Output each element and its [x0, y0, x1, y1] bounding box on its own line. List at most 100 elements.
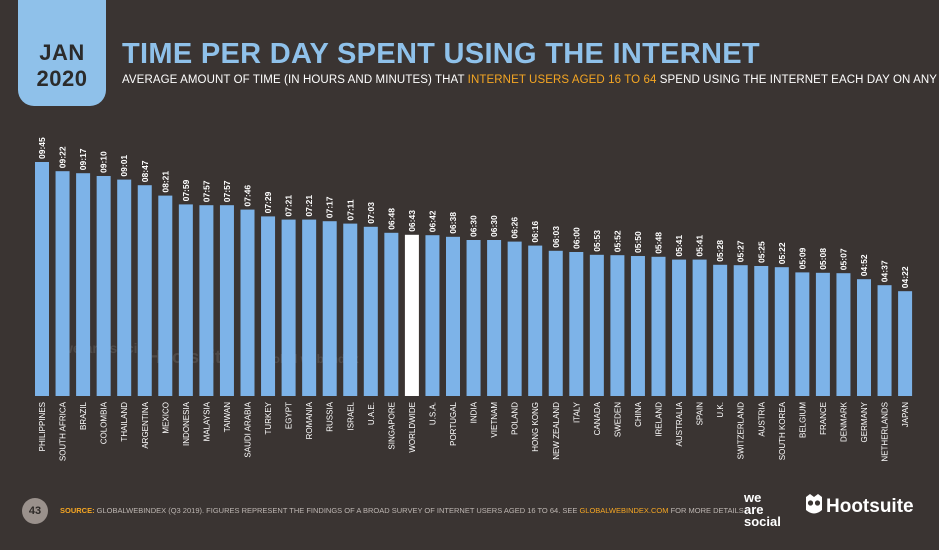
- value-label: 07:57: [222, 180, 232, 202]
- category-label: INDONESIA: [182, 401, 191, 446]
- category-label: BELGIUM: [798, 402, 807, 438]
- bar-israel: [343, 223, 358, 396]
- bar-singapore: [384, 232, 399, 396]
- value-label: 07:57: [201, 180, 211, 202]
- bar-france: [815, 272, 830, 396]
- date-badge: JAN 2020: [18, 0, 106, 106]
- value-label: 08:21: [160, 171, 170, 193]
- value-label: 06:16: [530, 221, 540, 243]
- category-label: ISRAEL: [346, 401, 355, 430]
- value-label: 06:48: [386, 208, 396, 230]
- category-label: WORLDWIDE: [408, 402, 417, 453]
- value-label: 05:08: [818, 248, 828, 270]
- bar-u-a-e-: [363, 226, 378, 396]
- source-link[interactable]: GLOBALWEBINDEX.COM: [579, 506, 669, 515]
- bar-indonesia: [178, 204, 193, 396]
- bar-new-zealand: [548, 250, 563, 396]
- bar-turkey: [261, 216, 276, 396]
- value-label: 05:41: [695, 235, 705, 257]
- bar-switzerland: [733, 265, 748, 396]
- value-label: 09:17: [78, 148, 88, 170]
- bar-saudi-arabia: [240, 209, 255, 396]
- value-label: 05:53: [592, 230, 602, 252]
- bar-u-s-a-: [425, 235, 440, 396]
- category-label: NEW ZEALAND: [552, 402, 561, 460]
- bar-romania: [302, 219, 317, 396]
- category-label: CHINA: [634, 401, 643, 427]
- value-label: 05:28: [715, 240, 725, 262]
- bar-poland: [507, 241, 522, 396]
- wearesocial-logo: we are social: [744, 490, 781, 529]
- value-label: 04:37: [880, 260, 890, 282]
- value-label: 06:38: [448, 212, 458, 234]
- category-label: COLOMBIA: [100, 401, 109, 444]
- bar-austria: [754, 265, 769, 396]
- bar-spain: [692, 259, 707, 396]
- value-label: 07:03: [366, 202, 376, 224]
- source-end: FOR MORE DETAILS.: [668, 506, 746, 515]
- category-label: U.S.A.: [428, 402, 437, 425]
- value-label: 05:25: [756, 241, 766, 263]
- value-label: 07:59: [181, 179, 191, 201]
- badge-year: 2020: [36, 66, 88, 91]
- category-label: U.A.E.: [367, 402, 376, 425]
- value-label: 04:52: [859, 254, 869, 276]
- bar-mexico: [158, 195, 173, 396]
- bar-philippines: [35, 162, 49, 396]
- bar-colombia: [96, 175, 111, 396]
- bar-chart: we are social Hootsuite global web index…: [35, 137, 913, 462]
- value-label: 06:26: [510, 217, 520, 239]
- value-label: 06:30: [469, 215, 479, 237]
- value-label: 06:00: [571, 227, 581, 249]
- bar-belgium: [795, 272, 810, 396]
- chart-subtitle: AVERAGE AMOUNT OF TIME (IN HOURS AND MIN…: [122, 74, 939, 86]
- subtitle-pre: AVERAGE AMOUNT OF TIME (IN HOURS AND MIN…: [122, 74, 468, 86]
- owl-icon: [806, 494, 822, 514]
- category-label: SPAIN: [696, 402, 705, 426]
- value-label: 07:17: [325, 196, 335, 218]
- value-label: 09:01: [119, 155, 129, 177]
- category-label: POLAND: [511, 402, 520, 435]
- bar-india: [466, 240, 481, 396]
- category-label: PHILIPPINES: [38, 402, 47, 451]
- category-label: JAPAN: [901, 402, 910, 427]
- category-label: SWEDEN: [613, 402, 622, 437]
- value-label: 05:48: [654, 232, 664, 254]
- category-label: IRELAND: [655, 402, 664, 437]
- bar-ireland: [651, 256, 666, 396]
- bar-netherlands: [877, 285, 892, 396]
- bar-worldwide: [404, 234, 419, 396]
- source-text: GLOBALWEBINDEX (Q3 2019). FIGURES REPRES…: [94, 506, 580, 515]
- category-label: RUSSIA: [326, 401, 335, 431]
- value-label: 06:03: [551, 226, 561, 248]
- source-label: SOURCE:: [60, 506, 95, 515]
- bar-taiwan: [219, 205, 234, 396]
- logo-was-line2: are: [744, 502, 764, 517]
- value-label: 05:41: [674, 235, 684, 257]
- category-label: ITALY: [572, 401, 581, 423]
- chart-title: TIME PER DAY SPENT USING THE INTERNET: [122, 38, 760, 70]
- category-label: HONG KONG: [531, 402, 540, 452]
- bar-thailand: [117, 179, 132, 396]
- value-label: 05:27: [736, 240, 746, 262]
- category-label: NETHERLANDS: [881, 402, 890, 462]
- bar-argentina: [137, 185, 152, 396]
- value-label: 08:47: [140, 160, 150, 182]
- bar-south-korea: [774, 267, 789, 396]
- value-label: 06:42: [427, 210, 437, 232]
- category-label: EGYPT: [285, 402, 294, 429]
- value-label: 06:30: [489, 215, 499, 237]
- bar-malaysia: [199, 205, 214, 396]
- bar-china: [630, 256, 645, 396]
- value-label: 05:22: [777, 242, 787, 264]
- category-label: SWITZERLAND: [737, 402, 746, 460]
- value-label: 09:22: [58, 146, 68, 168]
- bar-australia: [672, 259, 687, 396]
- value-label: 07:11: [345, 199, 355, 221]
- category-label: DENMARK: [839, 401, 848, 442]
- logo-was-line3: social: [744, 514, 781, 529]
- category-label: SAUDI ARABIA: [244, 401, 253, 457]
- logo-was-line1: we: [744, 490, 762, 505]
- value-label: 09:10: [99, 151, 109, 173]
